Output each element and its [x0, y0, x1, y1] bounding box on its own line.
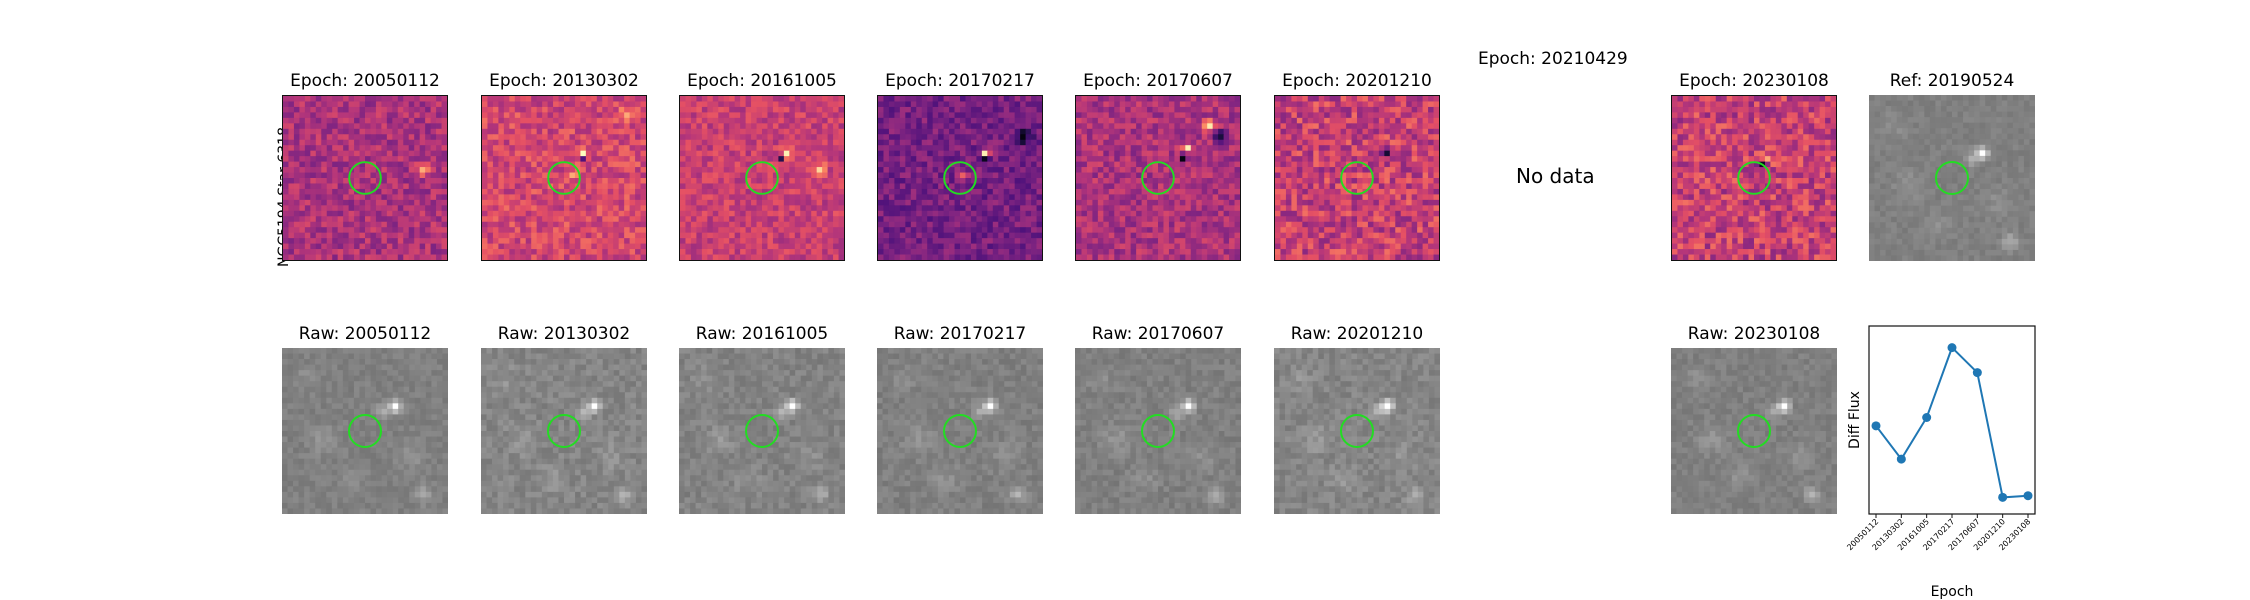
ref-stamp: [1869, 95, 2035, 261]
x-axis-label: Epoch: [1931, 584, 1974, 600]
diff-stamp: [1671, 95, 1837, 261]
raw-title: Raw: 20161005: [695, 324, 829, 344]
target-circle: [943, 414, 977, 448]
diff-title: Epoch: 20170217: [885, 71, 1035, 91]
target-circle: [348, 161, 382, 195]
difference-image: [283, 96, 447, 260]
raw-title: Raw: 20230108: [1687, 324, 1821, 344]
diff-title: Epoch: 20050112: [290, 71, 440, 91]
light-curve-chart: 2005011220130302201610052017021720170607…: [1845, 325, 2036, 600]
target-circle: [1340, 414, 1374, 448]
raw-stamp: [877, 348, 1043, 514]
raw-image: [481, 348, 647, 514]
raw-title: Raw: 20050112: [298, 324, 432, 344]
data-point: [1972, 368, 1982, 378]
raw-image: [877, 348, 1043, 514]
target-circle: [745, 161, 779, 195]
raw-image: [1075, 348, 1241, 514]
data-point: [1871, 421, 1881, 431]
difference-image: [1672, 96, 1836, 260]
data-point: [1922, 413, 1932, 423]
diff-stamp: [282, 95, 448, 261]
raw-stamp: [1274, 348, 1440, 514]
no-data-title: Epoch: 20210429: [1478, 49, 1628, 69]
y-axis-label: Diff Flux: [1847, 391, 1863, 449]
raw-stamp: [282, 348, 448, 514]
diff-title: Epoch: 20201210: [1282, 71, 1432, 91]
series-line: [1875, 345, 2029, 499]
data-point: [1998, 492, 2008, 502]
target-circle: [1340, 161, 1374, 195]
raw-title: Raw: 20130302: [497, 324, 631, 344]
difference-image: [1275, 96, 1439, 260]
diff-stamp: [1274, 95, 1440, 261]
no-data-text: No data: [1516, 164, 1595, 188]
diff-stamp: [481, 95, 647, 261]
diff-stamp: [1075, 95, 1241, 261]
difference-image: [1076, 96, 1240, 260]
raw-stamp: [679, 348, 845, 514]
data-point: [1896, 454, 1906, 464]
target-circle: [547, 414, 581, 448]
diff-title: Epoch: 20161005: [687, 71, 837, 91]
raw-image: [1274, 348, 1440, 514]
raw-stamp: [481, 348, 647, 514]
diff-title: Epoch: 20230108: [1679, 71, 1829, 91]
raw-image: [282, 348, 448, 514]
difference-image: [680, 96, 844, 260]
target-circle: [1737, 414, 1771, 448]
plot-frame: [1868, 325, 2036, 515]
target-circle: [1141, 161, 1175, 195]
diff-stamp: [679, 95, 845, 261]
diff-title: Epoch: 20170607: [1083, 71, 1233, 91]
raw-stamp: [1671, 348, 1837, 514]
difference-image: [482, 96, 646, 260]
target-circle: [348, 414, 382, 448]
diff-title: Epoch: 20130302: [489, 71, 639, 91]
data-point: [2023, 491, 2033, 501]
raw-image: [1671, 348, 1837, 514]
raw-stamp: [1075, 348, 1241, 514]
target-circle: [1737, 161, 1771, 195]
raw-image: [679, 348, 845, 514]
data-point: [1947, 343, 1957, 353]
target-circle: [1935, 161, 1969, 195]
target-circle: [745, 414, 779, 448]
raw-image: [1869, 95, 2035, 261]
raw-title: Raw: 20170607: [1091, 324, 1225, 344]
target-circle: [1141, 414, 1175, 448]
target-circle: [547, 161, 581, 195]
difference-image: [878, 96, 1042, 260]
ref-title: Ref: 20190524: [1889, 71, 2015, 91]
raw-title: Raw: 20170217: [893, 324, 1027, 344]
target-circle: [943, 161, 977, 195]
raw-title: Raw: 20201210: [1290, 324, 1424, 344]
diff-stamp: [877, 95, 1043, 261]
